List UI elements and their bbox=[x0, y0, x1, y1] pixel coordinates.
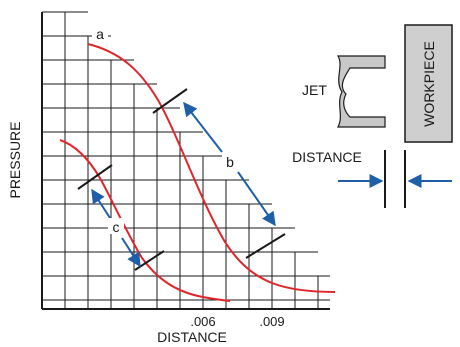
label-c: c bbox=[113, 219, 120, 235]
x-axis-label: DISTANCE bbox=[157, 329, 227, 345]
curve-c bbox=[59, 139, 231, 302]
tick-label-006: .006 bbox=[190, 314, 215, 329]
workpiece-block bbox=[404, 24, 453, 143]
label-a: a bbox=[96, 26, 104, 42]
tick-label-009: .009 bbox=[259, 314, 284, 329]
curve-a bbox=[87, 43, 336, 293]
jet-label: JET bbox=[302, 82, 327, 98]
workpiece-label: WORKPIECE bbox=[421, 41, 437, 127]
mark-b-lower bbox=[245, 233, 286, 259]
arrow-b-down bbox=[237, 171, 276, 227]
mark-b-upper bbox=[152, 88, 188, 114]
arrow-c-up bbox=[91, 188, 111, 219]
arrow-b-up bbox=[183, 101, 223, 153]
arrow-c-down bbox=[121, 237, 141, 268]
label-b: b bbox=[226, 154, 234, 170]
y-axis-label: PRESSURE bbox=[7, 121, 23, 198]
jet-nozzle bbox=[336, 55, 386, 128]
distance-side-label: DISTANCE bbox=[292, 149, 362, 165]
mark-c-upper bbox=[77, 164, 113, 190]
